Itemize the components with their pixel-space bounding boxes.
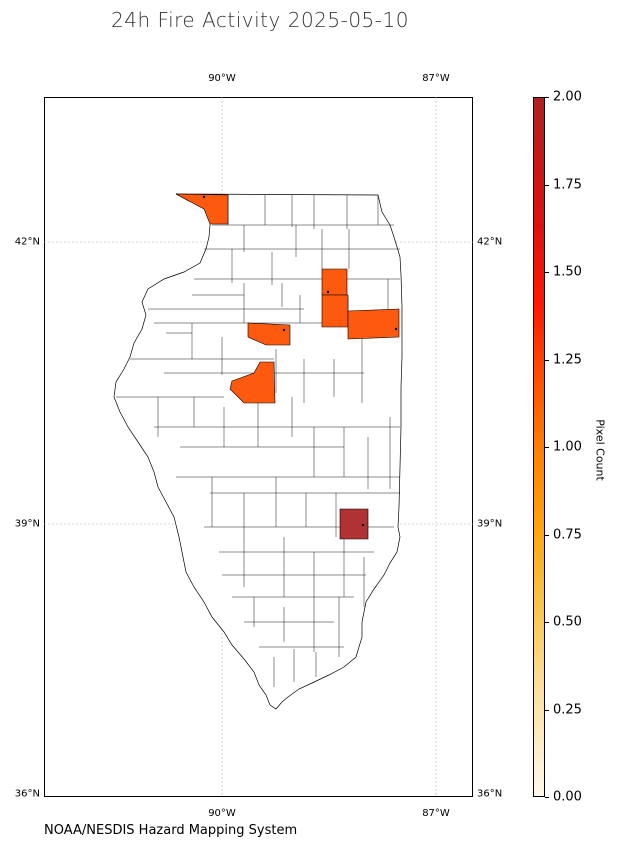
county-lasalle <box>247 322 291 346</box>
colorbar-tickmark <box>545 797 549 798</box>
fire-point <box>394 327 398 331</box>
colorbar-tick-label: 1.25 <box>553 352 582 367</box>
source-credit: NOAA/NESDIS Hazard Mapping System <box>44 823 298 838</box>
lat-tick-left-42: 42°N <box>14 236 40 248</box>
colorbar <box>533 97 545 797</box>
colorbar-tick-label: 1.00 <box>553 439 582 455</box>
illinois-outline <box>113 193 403 710</box>
fire-point <box>282 328 286 332</box>
lon-tick-top-90: 90°W <box>208 73 236 84</box>
lat-tick-right-39: 39°N <box>477 518 503 530</box>
colorbar-tick-label: 0.75 <box>553 527 582 542</box>
map-title: 24h Fire Activity 2025-05-10 <box>111 8 409 32</box>
lat-tick-left-39: 39°N <box>14 518 40 530</box>
colorbar-tick-label: 1.50 <box>553 264 582 280</box>
colorbar-tickmark <box>545 184 549 186</box>
colorbar-tickmark <box>545 97 549 98</box>
illinois-map <box>44 97 473 797</box>
lat-tick-right-42: 42°N <box>477 236 503 248</box>
fire-point <box>202 195 206 199</box>
colorbar-tick-label: 1.75 <box>553 177 582 192</box>
lat-tick-left-36: 36°N <box>14 788 40 800</box>
county-woodford <box>229 361 276 404</box>
colorbar-tickmark <box>545 272 549 273</box>
county-jasper <box>339 508 369 540</box>
fire-point <box>326 290 330 294</box>
county-grundy <box>321 268 348 296</box>
colorbar-tickmark <box>545 622 549 623</box>
county-iroquois <box>347 308 400 340</box>
lon-tick-bottom-90: 90°W <box>208 808 236 819</box>
colorbar-tick-label: 2.00 <box>553 89 582 105</box>
colorbar-tickmark <box>545 709 549 711</box>
colorbar-tick-label: 0.50 <box>553 614 582 630</box>
colorbar-tickmark <box>545 447 549 448</box>
county-kankakee <box>321 294 349 328</box>
lon-tick-bottom-87: 87°W <box>422 808 450 819</box>
colorbar-tick-label: 0.00 <box>553 789 582 805</box>
lat-tick-right-36: 36°N <box>477 788 503 800</box>
county-jo-daviess <box>175 193 229 225</box>
fire-point <box>361 523 365 527</box>
colorbar-tickmark <box>545 534 549 536</box>
colorbar-tick-label: 0.25 <box>553 702 582 717</box>
lon-tick-top-87: 87°W <box>422 73 450 84</box>
colorbar-label: Pixel Count <box>593 419 607 481</box>
colorbar-tickmark <box>545 359 549 361</box>
